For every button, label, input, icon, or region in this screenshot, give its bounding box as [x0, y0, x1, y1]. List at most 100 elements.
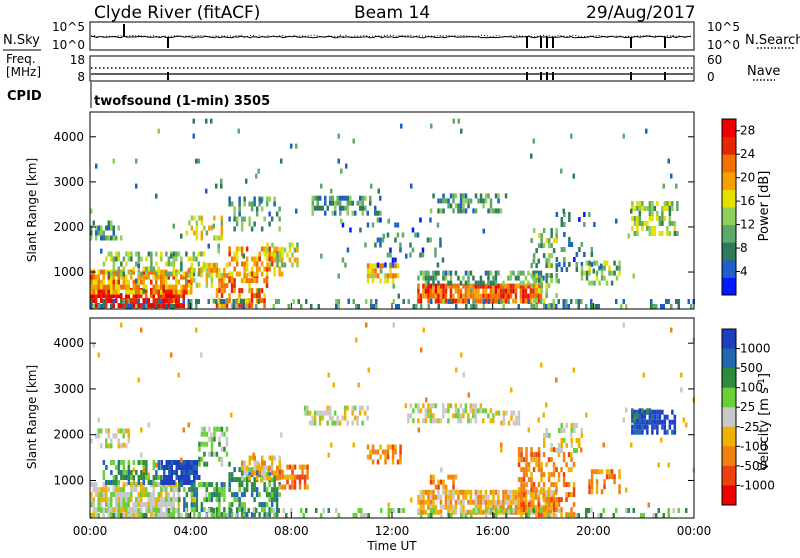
data-cell: [112, 284, 115, 290]
data-cell: [218, 487, 221, 493]
data-cell: [105, 284, 108, 290]
data-cell: [263, 460, 266, 466]
data-cell: [590, 304, 593, 309]
data-cell: [555, 238, 558, 244]
data-cell: [215, 303, 219, 309]
data-cell: [434, 283, 438, 289]
data-cell: [567, 513, 570, 518]
data-cell: [127, 279, 130, 285]
data-cell: [200, 215, 204, 221]
data-cell: [560, 497, 563, 503]
data-cell: [618, 270, 621, 276]
data-cell: [527, 502, 531, 508]
data-cell: [636, 429, 639, 435]
data-cell: [248, 201, 251, 207]
data-cell: [489, 288, 493, 294]
data-cell: [356, 420, 359, 426]
data-cell: [504, 283, 508, 289]
data-cell: [233, 226, 236, 232]
data-cell: [489, 283, 493, 289]
data-cell: [389, 262, 392, 268]
data-cell: [525, 472, 528, 478]
data-cell: [522, 494, 525, 500]
data-cell: [172, 271, 176, 277]
data-cell: [658, 221, 662, 226]
data-cell: [504, 298, 508, 304]
data-cell: [261, 455, 264, 461]
data-cell: [560, 217, 564, 222]
data-cell: [102, 482, 105, 488]
data-cell: [534, 288, 538, 294]
data-cell: [120, 271, 123, 277]
data-cell: [520, 452, 523, 458]
data-cell: [152, 475, 156, 480]
data-cell: [195, 327, 198, 333]
data-cell: [545, 512, 548, 518]
data-cell: [562, 457, 566, 463]
data-cell: [110, 279, 113, 285]
data-cell: [117, 269, 120, 275]
freq-label-1: Freq.: [6, 52, 36, 66]
data-cell: [545, 293, 548, 299]
data-cell: [535, 462, 538, 468]
data-cell: [464, 408, 468, 414]
data-cell: [102, 507, 105, 513]
data-cell: [527, 508, 530, 513]
data-cell: [155, 475, 158, 480]
data-cell: [117, 256, 121, 262]
data-cell: [685, 508, 688, 513]
data-cell: [475, 508, 478, 513]
data-cell: [437, 208, 440, 214]
data-cell: [563, 438, 566, 443]
data-cell: [550, 513, 553, 518]
data-cell: [547, 487, 551, 493]
data-cell: [638, 221, 642, 226]
data-cell: [467, 275, 470, 281]
data-cell: [648, 414, 652, 420]
data-cell: [251, 470, 254, 476]
data-cell: [474, 408, 478, 414]
data-cell: [135, 298, 138, 304]
data-cell: [646, 221, 649, 226]
data-cell: [387, 502, 390, 508]
data-cell: [230, 271, 234, 277]
data-cell: [387, 513, 390, 518]
colorbar-swatch: [722, 242, 736, 261]
data-cell: [357, 304, 360, 309]
data-cell: [200, 507, 204, 513]
data-cell: [253, 465, 256, 471]
data-cell: [145, 266, 148, 272]
data-cell: [170, 261, 173, 267]
data-cell: [150, 502, 153, 508]
data-cell: [100, 428, 103, 434]
data-cell: [152, 298, 155, 304]
data-cell: [220, 431, 224, 437]
data-cell: [240, 502, 244, 508]
data-cell: [178, 487, 181, 493]
data-cell: [115, 284, 118, 290]
data-cell: [286, 479, 289, 485]
data-cell: [514, 283, 518, 289]
data-cell: [640, 513, 643, 518]
data-cell: [537, 447, 541, 453]
data-cell: [170, 487, 173, 493]
data-cell: [245, 278, 249, 284]
data-cell: [187, 304, 190, 309]
data-cell: [545, 497, 548, 503]
data-cell: [371, 444, 375, 450]
data-cell: [235, 271, 239, 277]
data-cell: [522, 293, 525, 299]
data-cell: [333, 420, 337, 426]
data-cell: [459, 418, 463, 424]
data-cell: [419, 298, 423, 304]
data-cell: [499, 504, 503, 510]
data-cell: [540, 238, 543, 244]
data-cell: [241, 475, 244, 481]
data-cell: [462, 509, 465, 515]
data-cell: [467, 293, 470, 299]
data-cell: [454, 403, 458, 409]
colorbar-swatch: [722, 407, 736, 428]
data-cell: [132, 289, 135, 295]
data-cell: [233, 283, 236, 289]
colorbar-frame: [721, 118, 737, 296]
